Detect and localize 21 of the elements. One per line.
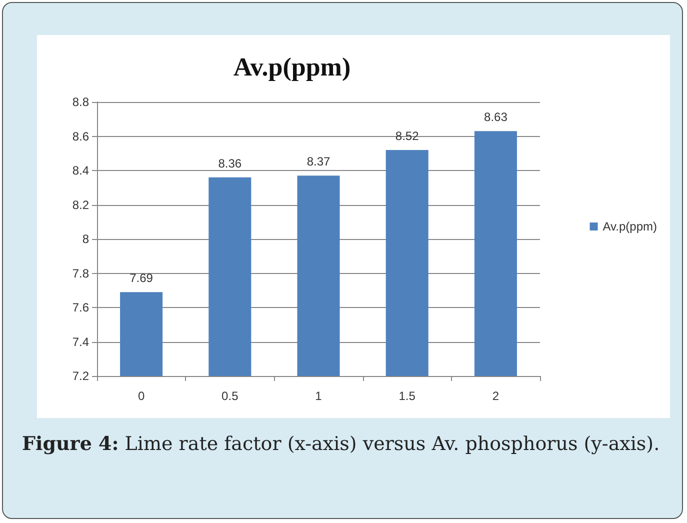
x-tick-label: 0 bbox=[138, 389, 145, 403]
y-tick-label: 7.8 bbox=[72, 266, 90, 280]
y-tick-label: 7.2 bbox=[72, 369, 90, 383]
data-label: 8.36 bbox=[218, 156, 242, 170]
y-tick-label: 8.4 bbox=[72, 164, 90, 178]
x-tick-label: 2 bbox=[492, 389, 500, 403]
data-label: 8.63 bbox=[484, 110, 508, 124]
y-tick-label: 8.6 bbox=[72, 129, 90, 144]
y-tick-label: 8.2 bbox=[72, 198, 90, 212]
x-tick-label: 1.5 bbox=[398, 389, 416, 403]
caption: Figure 4: Lime rate factor (x-axis) versus Av. phosphorus (y-axis). bbox=[22, 432, 661, 457]
y-tick-label: 8.8 bbox=[72, 95, 90, 109]
y-tick-label: 8 bbox=[82, 232, 90, 246]
data-label: 7.69 bbox=[130, 271, 154, 286]
x-tick-label: 1 bbox=[315, 389, 322, 403]
data-label: 8.37 bbox=[306, 154, 330, 169]
chart-title: Av.p(ppm) bbox=[233, 52, 351, 82]
y-tick-label: 7.4 bbox=[72, 334, 90, 349]
x-tick-label: 0.5 bbox=[222, 389, 239, 403]
y-tick-label: 7.6 bbox=[72, 300, 90, 314]
legend-label: Av.p(ppm) bbox=[602, 220, 658, 234]
